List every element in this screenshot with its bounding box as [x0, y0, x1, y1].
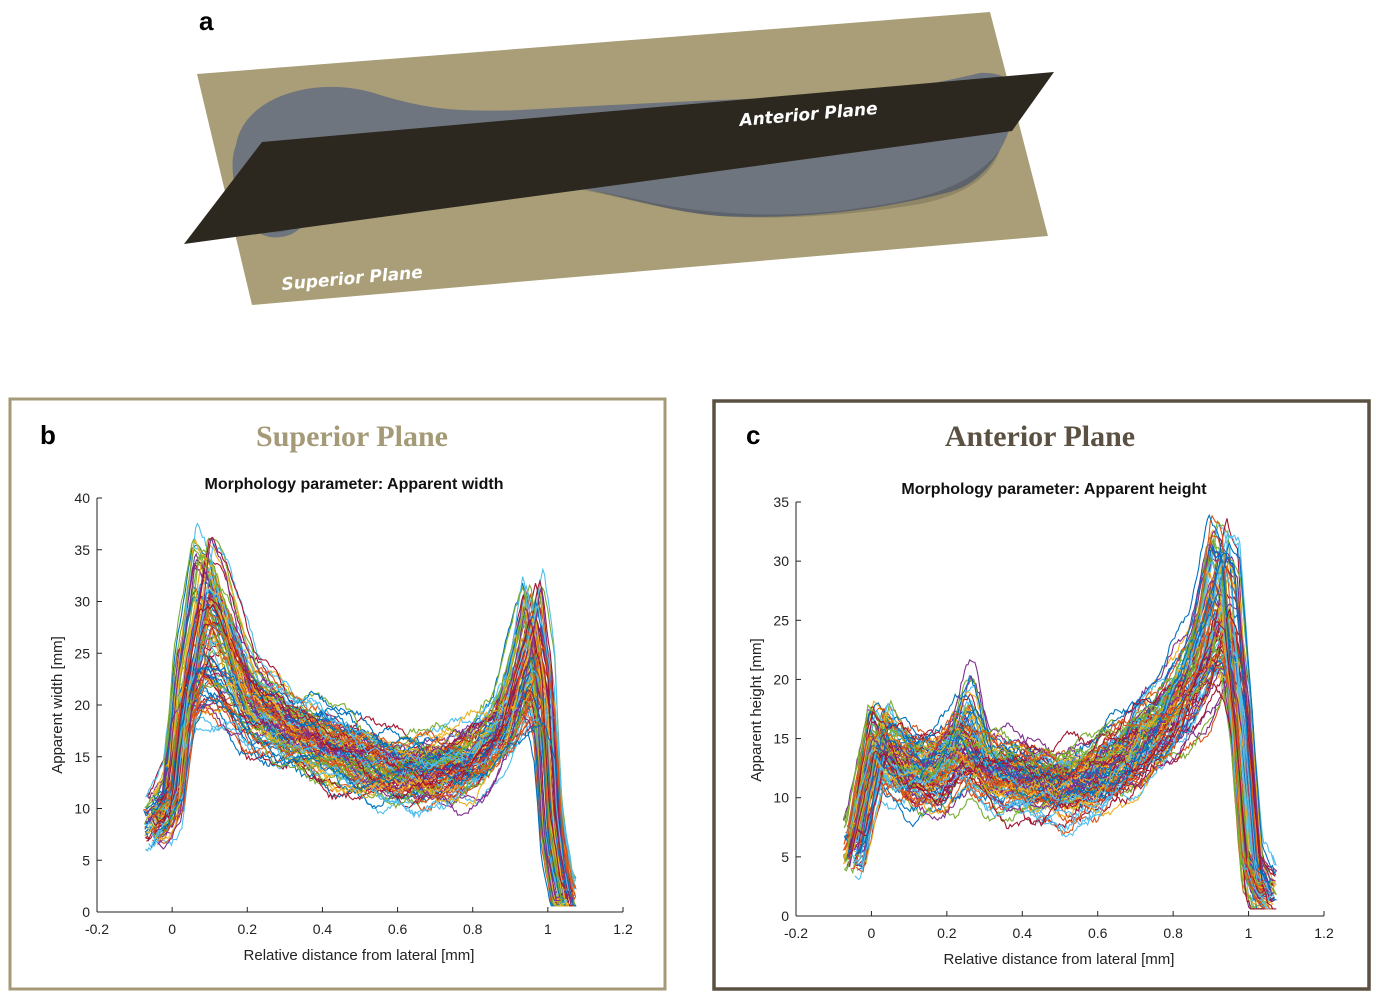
- panel-c-y-tick-label: 35: [773, 494, 789, 510]
- panel-b-series-line: [154, 571, 569, 899]
- panel-b-series-line: [148, 621, 564, 890]
- panel-c-y-tick-label: 0: [781, 908, 789, 924]
- panel-b-series-line: [151, 668, 566, 900]
- panel-b-series-line: [152, 673, 567, 897]
- panel-c-x-tick-label: 1: [1245, 925, 1253, 941]
- panel-b-series-line: [151, 553, 566, 901]
- panel-b-chart: b Superior Plane Morphology parameter: A…: [8, 397, 667, 991]
- panel-c-y-tick-label: 30: [773, 553, 789, 569]
- panel-c-series-line: [856, 529, 1275, 899]
- panel-b-x-tick-label: 1: [544, 921, 552, 937]
- anterior-plane-surface: [184, 72, 1054, 244]
- panel-c-title: Anterior Plane: [945, 420, 1135, 453]
- panel-c-x-tick-label: 0.2: [937, 925, 957, 941]
- panel-b-y-tick-label: 25: [74, 645, 90, 661]
- panel-c-series-line: [851, 558, 1267, 895]
- panel-b-series-line: [144, 548, 563, 907]
- panel-c-y-tick-label: 10: [773, 790, 789, 806]
- panel-c-x-tick-label: 0.8: [1163, 925, 1183, 941]
- panel-b-series-line: [158, 701, 576, 907]
- panel-c-chart: c Anterior Plane Morphology parameter: A…: [712, 399, 1371, 991]
- panel-c-border: [712, 399, 1371, 991]
- panel-c-series-line: [853, 664, 1269, 896]
- panel-b-y-tick-label: 20: [74, 697, 90, 713]
- panel-b-x-tick-label: 1.2: [613, 921, 633, 937]
- panel-b-y-tick-label: 0: [82, 904, 90, 920]
- panel-c-y-tick-label: 15: [773, 731, 789, 747]
- panel-c-x-tick-label: -0.2: [784, 925, 808, 941]
- panel-c-y-tick-label: 5: [781, 849, 789, 865]
- panel-b-x-tick-label: -0.2: [85, 921, 109, 937]
- panel-c-x-tick-label: 0.6: [1088, 925, 1108, 941]
- panel-b-y-axis-label: Apparent width [mm]: [49, 636, 66, 774]
- panel-b-y-tick-label: 35: [74, 542, 90, 558]
- panel-b-series-line: [152, 602, 567, 877]
- panel-letter-c: c: [746, 420, 760, 450]
- panel-c-y-tick-label: 25: [773, 612, 789, 628]
- panel-c-series-line: [854, 552, 1272, 884]
- panel-b-series-line: [145, 700, 562, 902]
- panel-b-x-axis-label: Relative distance from lateral [mm]: [244, 947, 475, 964]
- panel-c-x-axis-label: Relative distance from lateral [mm]: [944, 951, 1175, 968]
- panel-b-x-tick-label: 0.8: [463, 921, 483, 937]
- panel-a-illustration: a Anterior Plane Superior Plane: [184, 6, 1054, 305]
- panel-c-x-tick-label: 0: [868, 925, 876, 941]
- panel-b-y-tick-label: 30: [74, 594, 90, 610]
- panel-b-x-tick-label: 0.4: [313, 921, 333, 937]
- panel-b-x-tick-label: 0.6: [388, 921, 408, 937]
- panel-b-y-tick-label: 10: [74, 801, 90, 817]
- panel-b-x-tick-label: 0: [168, 921, 176, 937]
- panel-b-series-line: [154, 640, 568, 905]
- panel-b-border: [8, 397, 667, 991]
- panel-b-series-line: [147, 558, 564, 899]
- panel-b-series-line: [155, 589, 572, 891]
- panel-b-series-line: [158, 713, 577, 882]
- panel-c-y-tick-label: 20: [773, 671, 789, 687]
- panel-b-subtitle: Morphology parameter: Apparent width: [205, 476, 504, 493]
- panel-c-series-line: [846, 623, 1265, 887]
- panel-letter-a: a: [199, 6, 214, 36]
- panel-b-series-line: [158, 692, 577, 907]
- panel-c-x-tick-label: 0.4: [1013, 925, 1033, 941]
- panel-c-x-tick-label: 1.2: [1314, 925, 1334, 941]
- panel-letter-b: b: [40, 420, 56, 450]
- panel-c-series-line: [845, 561, 1264, 900]
- panel-b-title: Superior Plane: [256, 420, 448, 453]
- panel-b-y-tick-label: 40: [74, 490, 90, 506]
- panel-c-y-axis-label: Apparent height [mm]: [748, 638, 765, 781]
- panel-b-series-line: [151, 603, 567, 890]
- panel-b-y-tick-label: 5: [82, 852, 90, 868]
- panel-c-subtitle: Morphology parameter: Apparent height: [901, 481, 1207, 498]
- panel-c-series-line: [848, 617, 1266, 894]
- panel-b-y-tick-label: 15: [74, 749, 90, 765]
- panel-c-series-line: [842, 653, 1263, 893]
- panel-b-series-line: [151, 613, 566, 881]
- panel-b-series-line: [158, 620, 577, 890]
- panel-b-x-tick-label: 0.2: [238, 921, 258, 937]
